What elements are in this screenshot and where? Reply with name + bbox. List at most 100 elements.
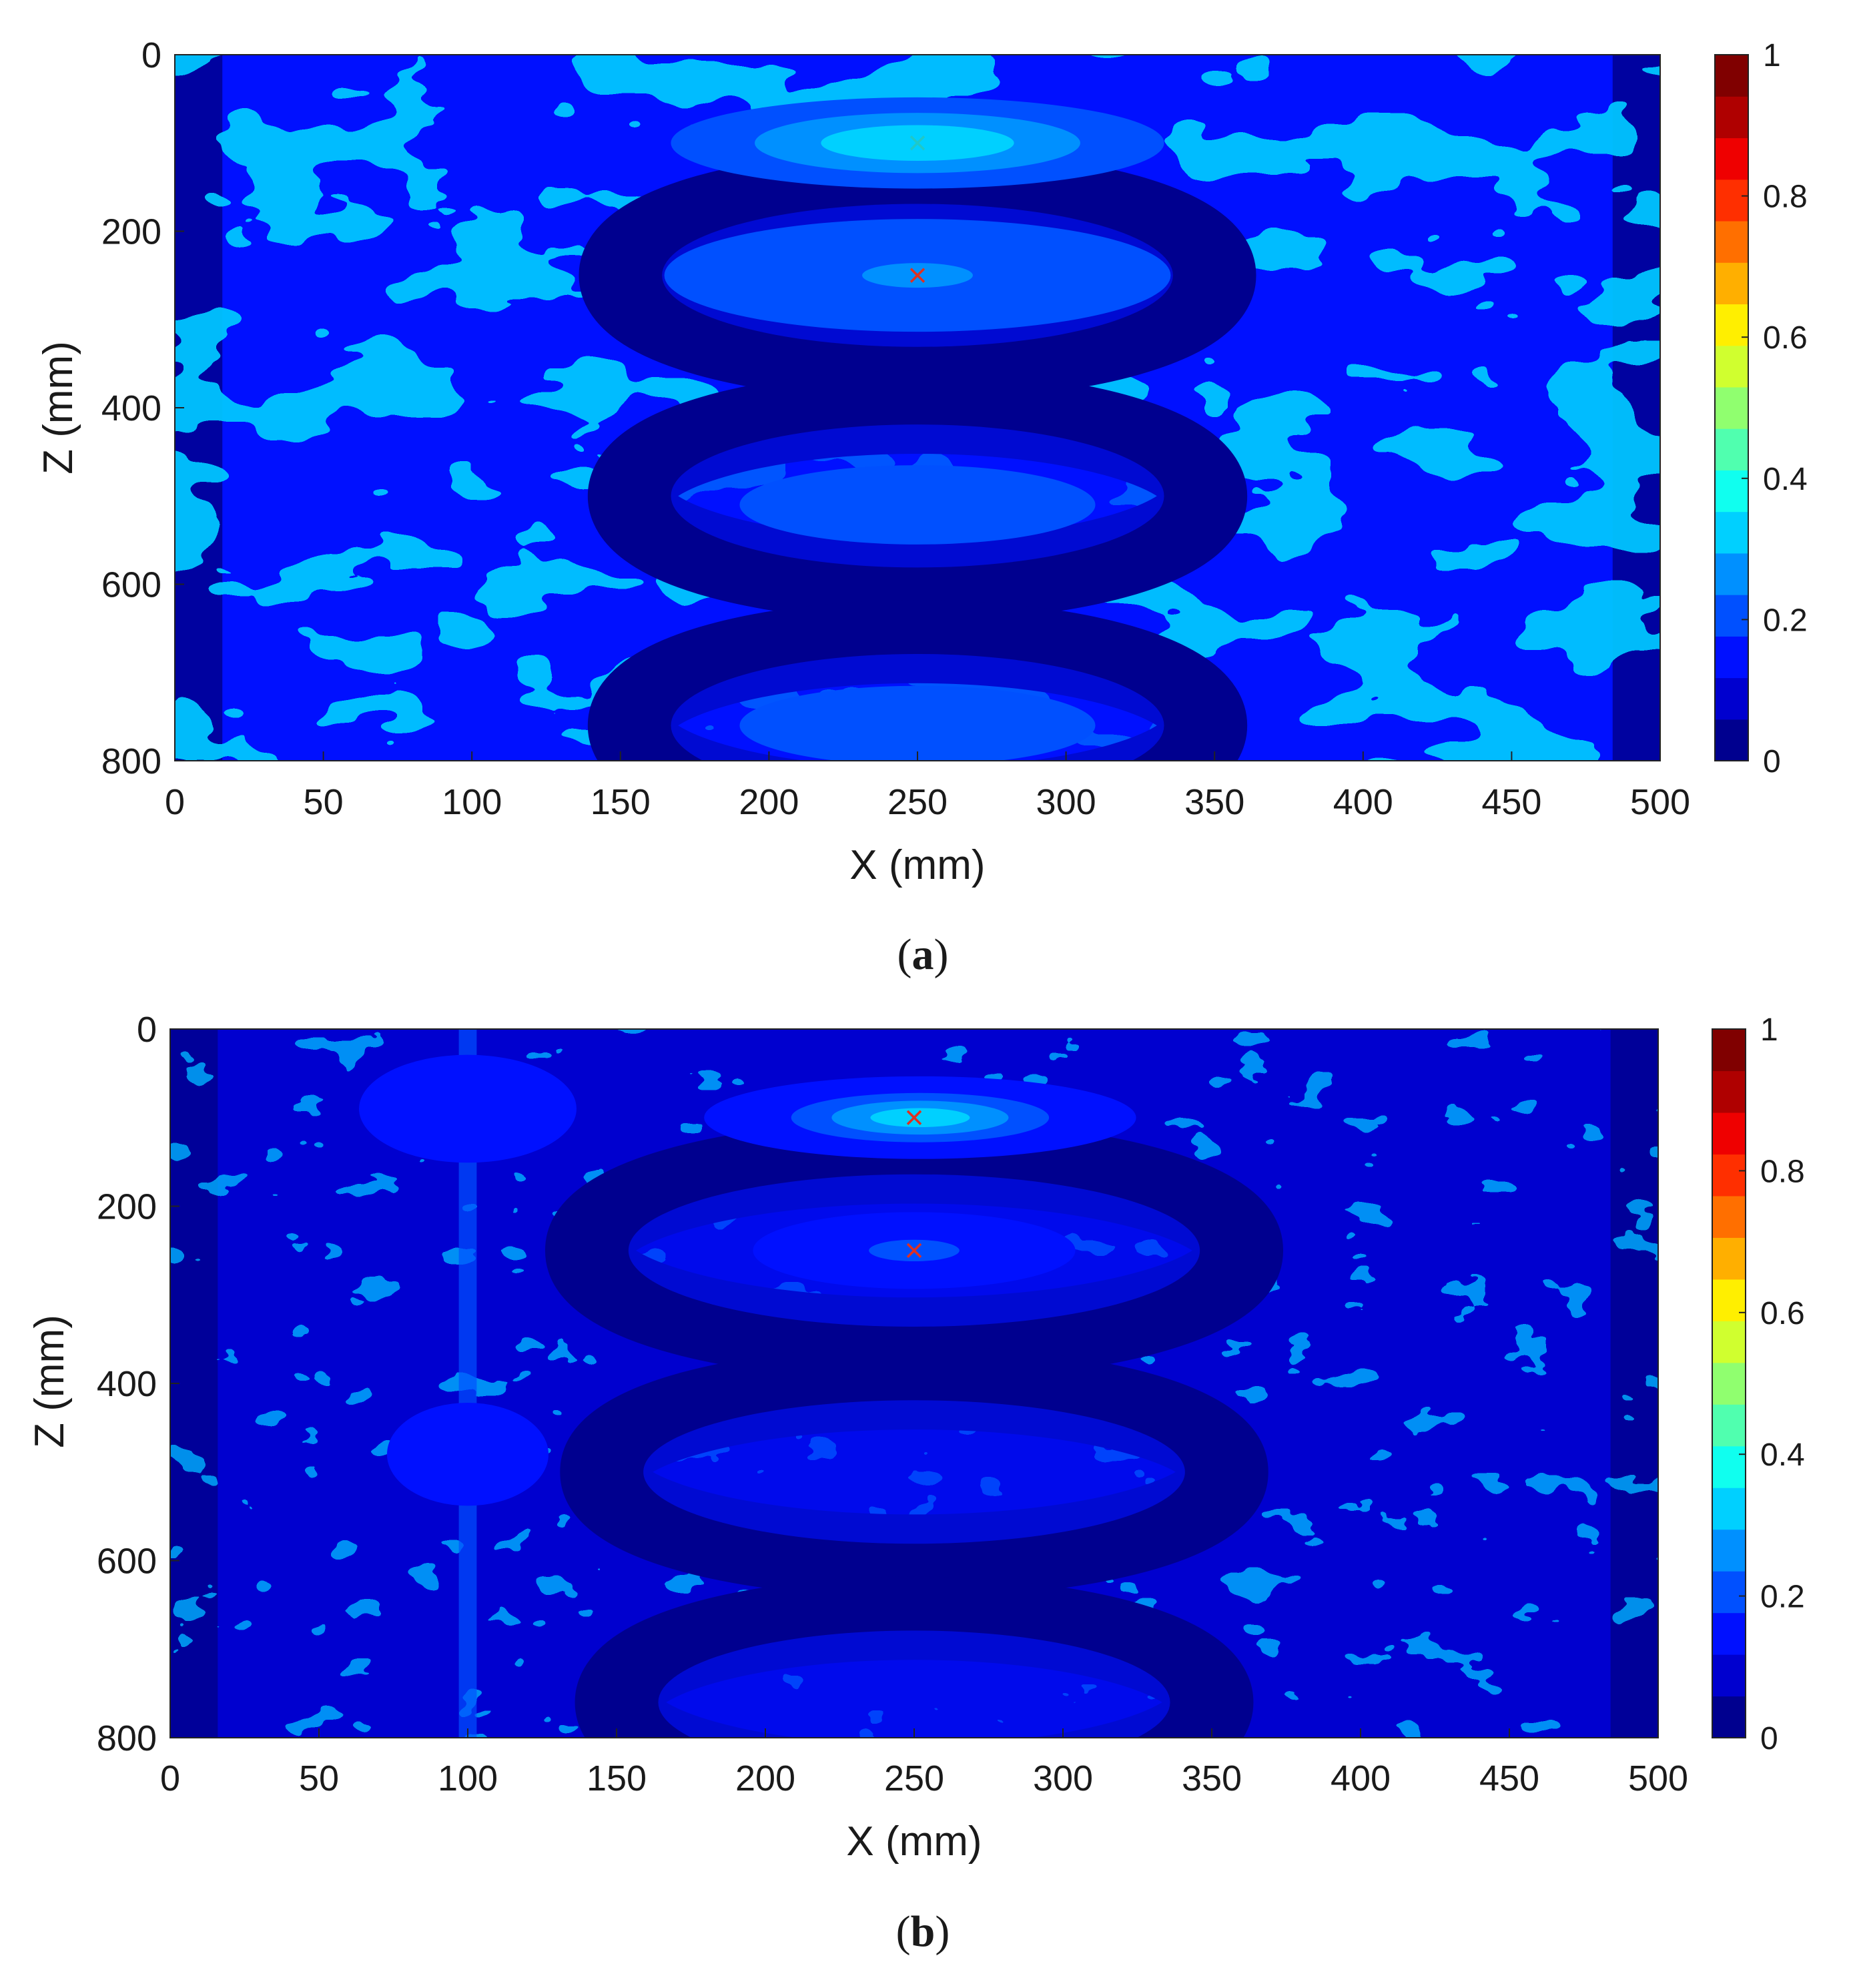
x-axis: 0 50 100 150 200 250 300 350 400 450 500 [165,751,1690,822]
colorbar-segment [1712,1237,1746,1280]
colorbar-segment [1715,345,1748,388]
colorbar-tick-label: 1 [1760,1012,1778,1048]
y-tick-label: 400 [97,1364,157,1404]
target-marker [909,268,926,283]
y-tick-label: 0 [137,1010,157,1050]
x-tick-label: 150 [587,1758,647,1798]
panel-caption: (b) [896,1907,950,1956]
y-tick-label: 0 [141,35,161,75]
colorbar-segment [1715,636,1748,679]
colorbar: 0 0.2 0.4 0.6 0.8 1 [1714,38,1808,779]
colorbar-segment [1712,1612,1746,1655]
heatmap-ring-interior [643,1400,1185,1544]
x-tick-label: 0 [160,1758,180,1798]
colorbar: 0 0.2 0.4 0.6 0.8 1 [1712,1012,1805,1756]
y-tick-label: 800 [97,1718,157,1758]
y-axis-label: Z (mm) [27,1315,73,1448]
x-axis: 0 50 100 150 200 250 300 350 400 450 500 [160,1728,1688,1798]
y-axis: 0 200 400 600 800 [101,35,184,781]
caption-close-paren: ) [935,1907,950,1956]
colorbar-segment [1715,595,1748,637]
markers [909,135,926,283]
colorbar-tick-label: 0.6 [1763,320,1808,356]
heatmap-ring [560,1346,1268,1598]
caption-letter: b [911,1907,936,1956]
x-tick-label: 50 [304,782,344,822]
y-tick-label: 800 [101,741,161,781]
heatmap-contour [870,1108,970,1128]
heatmap-ring [587,370,1248,622]
heatmap-contour [386,1403,549,1506]
colorbar-frame [1714,54,1749,761]
x-tick-label: 350 [1184,782,1244,822]
colorbar-segment [1712,1279,1746,1321]
colorbar-tick-label: 0.8 [1760,1154,1805,1189]
x-tick-label: 150 [591,782,651,822]
colorbar-segment [1715,96,1748,139]
colorbar-segment [1715,428,1748,470]
colorbar-tick-label: 0.2 [1763,603,1808,638]
x-tick-label: 450 [1481,782,1541,822]
x-tick-label: 300 [1036,782,1096,822]
heatmap-ring-interior [658,1630,1170,1738]
colorbar-segment [1715,553,1748,595]
caption-letter: a [912,930,934,979]
colorbar-frame [1712,1028,1746,1738]
y-axis: 0 200 400 600 800 [97,1010,179,1758]
colorbar-segment [1715,304,1748,346]
colorbar-segment [1715,137,1748,180]
x-tick-label: 0 [165,782,185,822]
colorbar-tick-label: 0.4 [1760,1437,1805,1473]
colorbar-segment [1712,1070,1746,1113]
caption-open-paren: ( [897,930,912,979]
heatmap-ring [579,149,1256,401]
markers [906,1110,922,1259]
panel-a: 0 50 100 150 200 250 300 350 400 450 500 0 200 400 60… [35,35,1808,979]
colorbar-segment [1712,1654,1746,1697]
target-marker [909,135,926,151]
heatmap-contour [739,465,1096,545]
y-tick-label: 600 [97,1542,157,1582]
colorbar-segment [1712,1321,1746,1363]
colorbar-segment [1712,1195,1746,1238]
colorbar-tick-label: 0.6 [1760,1296,1805,1331]
colorbar-segment [1715,677,1748,720]
colorbar-tick-label: 0.4 [1763,462,1808,497]
x-tick-label: 450 [1479,1758,1539,1798]
heatmap-ring [587,600,1248,761]
colorbar-segment [1715,55,1748,97]
colorbar-segment [1712,1487,1746,1530]
x-tick-label: 300 [1033,1758,1093,1798]
x-tick-label: 400 [1333,782,1393,822]
y-tick-label: 400 [101,388,161,428]
panel-b: 0 50 100 150 200 250 300 350 400 450 500 0 200 400 60… [27,1010,1805,1956]
colorbar-segment [1715,511,1748,554]
x-tick-label: 250 [884,1758,944,1798]
heatmap-contour [359,1054,577,1163]
colorbar-segment [1712,1696,1746,1738]
x-tick-label: 350 [1182,1758,1242,1798]
heatmap-ring [575,1576,1254,1738]
x-tick-label: 200 [735,1758,795,1798]
y-axis-label: Z (mm) [35,341,81,474]
heatmap-ring [544,1120,1284,1381]
colorbar-segment [1712,1154,1746,1197]
colorbar-tick-label: 0 [1760,1721,1778,1756]
target-marker [906,1110,922,1125]
colorbar-tick-label: 0.8 [1763,180,1808,215]
y-tick-label: 600 [101,565,161,605]
colorbar-segment [1712,1529,1746,1572]
heatmap-image [170,1029,1658,1738]
x-tick-label: 500 [1628,1758,1688,1798]
x-tick-label: 250 [887,782,948,822]
x-tick-label: 100 [442,782,502,822]
x-tick-label: 400 [1331,1758,1391,1798]
colorbar-tick-label: 0.2 [1760,1580,1805,1615]
y-tick-label: 200 [101,212,161,252]
colorbar-segment [1712,1112,1746,1155]
x-tick-label: 50 [299,1758,339,1798]
x-tick-label: 100 [438,1758,498,1798]
x-tick-label: 200 [739,782,799,822]
panel-caption: (a) [897,930,949,979]
